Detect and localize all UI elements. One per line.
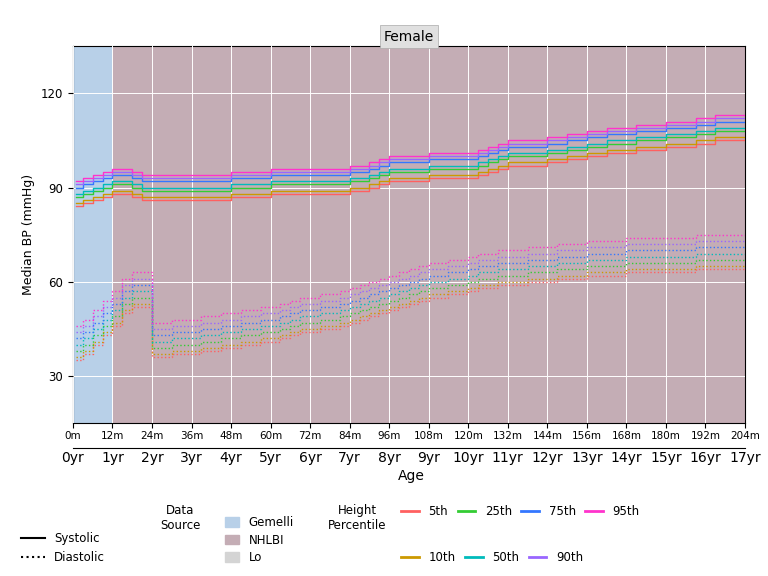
Y-axis label: Median BP (mmHg): Median BP (mmHg) — [22, 174, 35, 295]
Text: Data
Source: Data Source — [161, 505, 200, 532]
Bar — [73, 46, 112, 423]
Legend: Gemelli, NHLBI, Lo: Gemelli, NHLBI, Lo — [225, 516, 293, 564]
Text: Age: Age — [398, 469, 424, 483]
Legend: 5th, 25th, 75th, 95th: 5th, 25th, 75th, 95th — [402, 505, 640, 518]
Title: Female: Female — [384, 29, 434, 44]
Text: Height
Percentile: Height Percentile — [328, 505, 386, 532]
Bar — [112, 46, 745, 423]
Legend: Systolic, Diastolic: Systolic, Diastolic — [22, 532, 105, 564]
Legend: 10th, 50th, 90th: 10th, 50th, 90th — [402, 551, 583, 564]
